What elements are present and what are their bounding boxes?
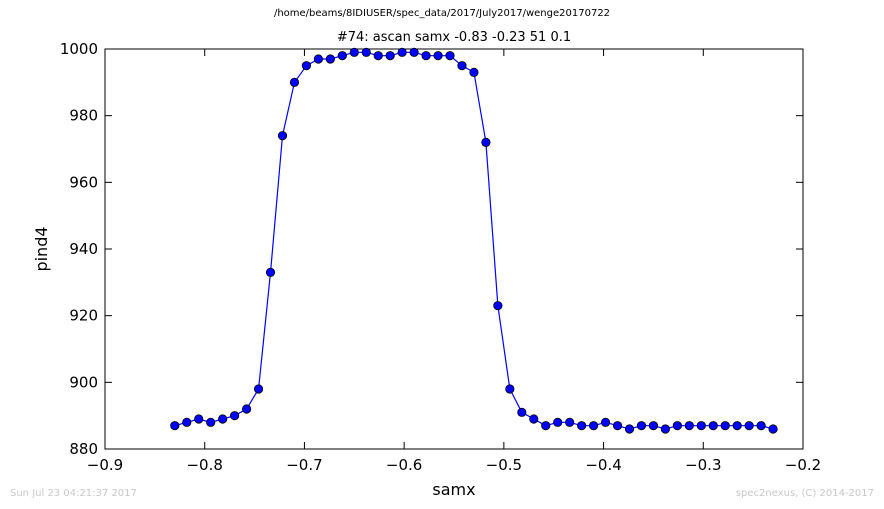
data-point xyxy=(182,417,192,427)
data-point xyxy=(194,414,204,424)
x-tick-label: −0.8 xyxy=(186,456,222,474)
x-tick-label: −0.4 xyxy=(585,456,621,474)
footer-credit: spec2nexus, (C) 2014-2017 xyxy=(735,488,874,499)
y-tick-label: 960 xyxy=(69,173,98,191)
data-point xyxy=(720,421,730,431)
data-point xyxy=(385,51,395,61)
data-point xyxy=(481,137,491,147)
data-point xyxy=(553,417,563,427)
data-point xyxy=(493,301,503,311)
data-point xyxy=(648,421,659,431)
data-point xyxy=(577,421,587,431)
data-point xyxy=(505,384,515,394)
data-point xyxy=(301,61,312,71)
data-point xyxy=(684,421,694,431)
data-point xyxy=(744,421,754,431)
series-line xyxy=(174,51,774,430)
x-tick-label: −0.3 xyxy=(685,456,721,474)
data-point xyxy=(409,47,419,57)
data-point xyxy=(660,424,670,434)
axes: −0.9 −0.8 −0.7 −0.6 −0.5 −0.4 −0.3 −0.2 880 900 92… xyxy=(60,40,821,474)
x-tick-label: −0.6 xyxy=(386,456,422,474)
y-tick-label: 920 xyxy=(69,307,98,325)
data-point xyxy=(469,67,479,77)
data-point xyxy=(565,417,575,427)
data-point xyxy=(433,51,443,61)
data-point xyxy=(624,424,635,434)
data-point xyxy=(457,61,467,71)
footer-timestamp: Sun Jul 23 04:21:37 2017 xyxy=(10,488,137,499)
data-point xyxy=(517,407,527,417)
data-point xyxy=(241,404,252,414)
y-tick-label: 880 xyxy=(69,440,98,458)
data-point xyxy=(600,417,611,427)
plot-title: #74: ascan samx -0.83 -0.23 51 0.1 xyxy=(336,30,572,45)
plot-frame xyxy=(104,48,804,450)
y-tick-label: 940 xyxy=(69,240,98,258)
data-point xyxy=(732,421,742,431)
data-point xyxy=(170,421,180,431)
data-point xyxy=(541,421,551,431)
data-point xyxy=(289,77,300,87)
data-point xyxy=(445,51,455,61)
data-point xyxy=(529,414,539,424)
data-point xyxy=(349,47,359,57)
data-point xyxy=(218,414,228,424)
file-path-title: /home/beams/8IDIUSER/spec_data/2017/July… xyxy=(273,8,611,19)
y-tick-label: 900 xyxy=(69,373,98,391)
data-point xyxy=(277,131,288,141)
data-point xyxy=(696,421,706,431)
data-point xyxy=(206,417,216,427)
data-point xyxy=(373,51,383,61)
data-point xyxy=(768,424,778,434)
data-point xyxy=(672,421,682,431)
data-point xyxy=(313,54,323,64)
data-point xyxy=(421,51,431,61)
data-point xyxy=(253,384,264,394)
y-axis-label: pind4 xyxy=(32,226,51,271)
data-point xyxy=(588,421,599,431)
data-point xyxy=(708,421,718,431)
data-point xyxy=(230,411,240,421)
x-tick-label: −0.2 xyxy=(785,456,821,474)
x-axis-label: samx xyxy=(432,480,475,499)
data-point xyxy=(265,267,276,277)
y-tick-label: 1000 xyxy=(60,40,98,58)
x-tick-label: −0.5 xyxy=(486,456,522,474)
y-tick-label: 980 xyxy=(69,107,98,125)
data-point xyxy=(756,421,766,431)
data-point xyxy=(361,47,371,57)
data-point xyxy=(337,51,347,61)
data-series xyxy=(170,47,778,434)
data-point xyxy=(397,47,407,57)
data-point xyxy=(612,421,623,431)
x-tick-label: −0.7 xyxy=(286,456,322,474)
x-tick-label: −0.9 xyxy=(87,456,123,474)
data-point xyxy=(325,54,335,64)
data-point xyxy=(636,421,647,431)
